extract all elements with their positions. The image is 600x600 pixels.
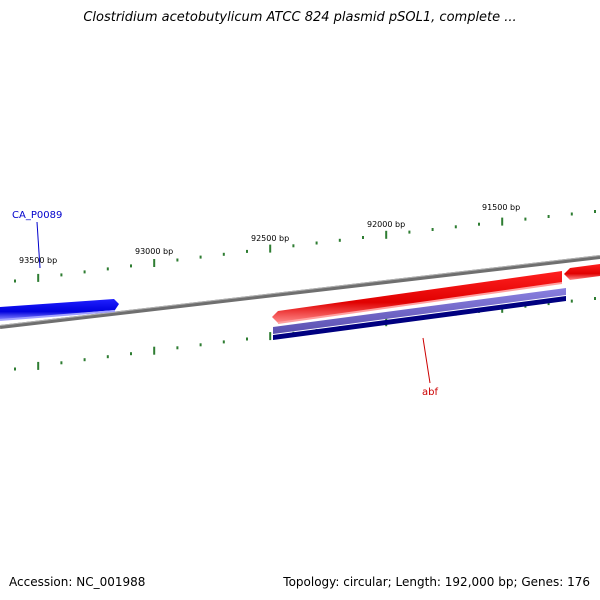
outer-ring-minor-tick [431, 228, 434, 231]
outer-ring-minor-tick [478, 222, 480, 226]
outer-ring-major-tick [153, 259, 156, 267]
outer-ring-minor-tick [199, 255, 202, 259]
inner-ring-minor-tick [199, 343, 202, 347]
inner-ring-minor-tick [14, 367, 16, 371]
leader-line-abf [422, 337, 431, 384]
inner-ring-minor-tick [176, 346, 179, 350]
tick-label-93500: 93500 bp [19, 256, 57, 265]
tick-label-91500: 91500 bp [482, 203, 520, 212]
outer-ring-minor-tick [83, 270, 86, 274]
outer-ring-minor-tick [547, 215, 550, 218]
map-title: Clostridium acetobutylicum ATCC 824 plas… [83, 10, 517, 25]
tick-label-93000: 93000 bp [135, 247, 173, 256]
outer-ring-major-tick [269, 244, 272, 253]
outer-ring-minor-tick [292, 244, 295, 248]
tick-label-92000: 92000 bp [367, 220, 405, 229]
outer-ring-minor-tick [362, 236, 364, 239]
inner-ring-minor-tick [130, 352, 132, 356]
cds-band[interactable] [273, 288, 566, 340]
outer-ring-minor-tick [338, 238, 341, 242]
outer-ring-minor-tick [454, 225, 457, 229]
outer-ring-minor-tick [176, 258, 179, 262]
inner-ring-minor-tick [547, 302, 550, 306]
inner-ring-minor-tick [222, 340, 225, 344]
plasmid-backbone [0, 255, 600, 329]
gene-abf-feature[interactable] [272, 271, 563, 324]
inner-ring-major-tick [37, 361, 40, 370]
outer-ring-minor-tick [60, 273, 63, 277]
inner-ring-major-tick [153, 346, 156, 355]
inner-ring-minor-tick [60, 361, 63, 365]
outer-ring-major-tick [501, 217, 504, 226]
outer-ring-minor-tick [408, 230, 411, 234]
outer-ring-minor-tick [570, 212, 573, 216]
outer-ring-minor-tick [524, 217, 527, 221]
tick-label-92500: 92500 bp [251, 234, 289, 243]
gene-label-ca-p0089[interactable]: CA_P0089 [12, 210, 62, 221]
gene-right-feature[interactable] [564, 264, 600, 280]
inner-ring-minor-tick [570, 299, 573, 303]
outer-ring-minor-tick [222, 252, 225, 256]
plasmid-backbone-highlight [0, 255, 600, 326]
outer-ring-minor-tick [246, 249, 248, 253]
leader-line-ca-p0089 [36, 221, 41, 269]
inner-ring-minor-tick [106, 355, 109, 359]
outer-ring-minor-tick [130, 264, 132, 268]
outer-ring-minor-tick [315, 241, 318, 245]
outer-tick-ring [14, 210, 596, 283]
outer-ring-minor-tick [594, 210, 596, 213]
outer-ring-minor-tick [106, 267, 109, 271]
inner-ring-minor-tick [246, 337, 248, 341]
outer-ring-minor-tick [14, 279, 16, 283]
inner-ring-minor-tick [83, 358, 86, 362]
topology-label: Topology: circular; Length: 192,000 bp; … [283, 575, 590, 589]
outer-ring-major-tick [385, 230, 388, 239]
accession-label: Accession: NC_001988 [9, 575, 146, 589]
inner-ring-major-tick [269, 332, 272, 341]
gene-label-abf[interactable]: abf [422, 387, 438, 398]
inner-ring-minor-tick [594, 297, 596, 300]
outer-ring-major-tick [37, 273, 40, 282]
gene-ca-p0089-feature[interactable] [0, 299, 119, 321]
